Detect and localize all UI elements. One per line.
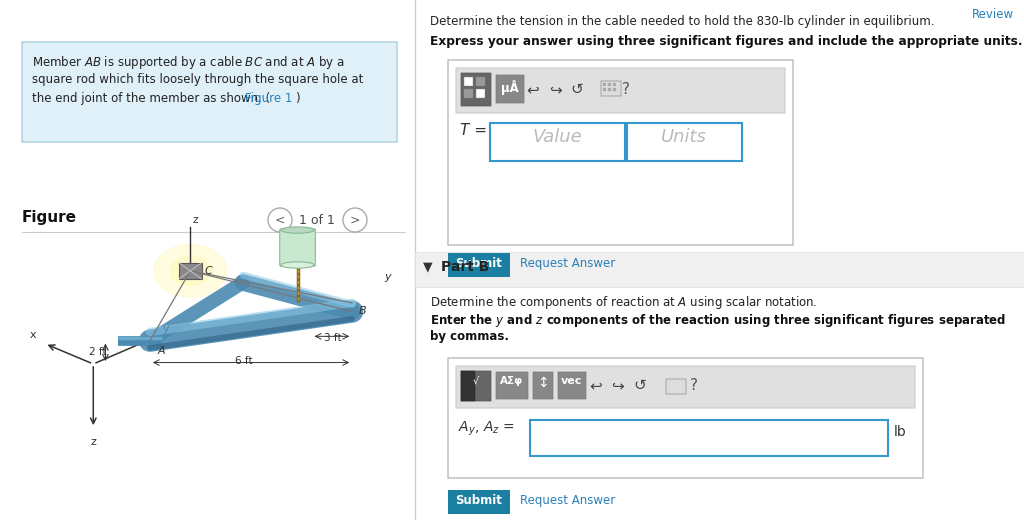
Text: Determine the components of reaction at $A$ using scalar notation.: Determine the components of reaction at … [430, 294, 817, 311]
Text: Figure 1: Figure 1 [245, 92, 293, 105]
Text: square rod which fits loosely through the square hole at: square rod which fits loosely through th… [32, 73, 364, 86]
Text: vec: vec [561, 376, 583, 386]
Text: ↕: ↕ [538, 376, 549, 390]
Text: √: √ [473, 376, 479, 386]
FancyBboxPatch shape [603, 88, 606, 91]
FancyBboxPatch shape [558, 372, 586, 399]
Ellipse shape [281, 262, 314, 268]
Text: Enter the $y$ and $z$ components of the reaction using three significant figures: Enter the $y$ and $z$ components of the … [430, 312, 1006, 329]
FancyBboxPatch shape [280, 229, 315, 266]
Text: ↺: ↺ [570, 82, 584, 97]
Text: Request Answer: Request Answer [520, 494, 615, 507]
FancyBboxPatch shape [601, 81, 621, 96]
Text: y: y [385, 271, 391, 281]
FancyBboxPatch shape [464, 77, 473, 86]
Text: ?: ? [622, 82, 630, 97]
FancyBboxPatch shape [447, 490, 510, 514]
Text: Member $AB$ is supported by a cable $BC$ and at $A$ by a: Member $AB$ is supported by a cable $BC$… [32, 54, 344, 71]
Text: 1 of 1: 1 of 1 [299, 214, 335, 227]
FancyBboxPatch shape [490, 123, 625, 161]
Text: z: z [193, 215, 198, 225]
FancyBboxPatch shape [627, 123, 742, 161]
FancyBboxPatch shape [530, 420, 888, 456]
Text: Figure: Figure [22, 210, 77, 225]
FancyBboxPatch shape [603, 83, 606, 86]
Text: 3 ft: 3 ft [324, 333, 341, 343]
FancyBboxPatch shape [496, 372, 528, 399]
Text: ▼: ▼ [423, 260, 432, 273]
Text: B: B [358, 306, 366, 317]
Text: μÅ: μÅ [501, 80, 519, 95]
Text: ↩: ↩ [526, 82, 540, 97]
Text: 6 ft: 6 ft [234, 356, 253, 366]
Text: Request Answer: Request Answer [520, 257, 615, 270]
Text: by commas.: by commas. [430, 330, 509, 343]
FancyBboxPatch shape [456, 366, 915, 408]
FancyBboxPatch shape [613, 88, 616, 91]
Text: ↺: ↺ [634, 378, 646, 393]
FancyBboxPatch shape [613, 83, 616, 86]
Text: ): ) [295, 92, 300, 105]
FancyBboxPatch shape [476, 77, 485, 86]
Text: Review: Review [972, 8, 1014, 21]
Circle shape [343, 208, 367, 232]
Text: z: z [90, 437, 96, 447]
FancyBboxPatch shape [461, 371, 490, 401]
FancyBboxPatch shape [22, 42, 397, 142]
Text: Submit: Submit [456, 257, 503, 270]
Text: ↪: ↪ [549, 82, 561, 97]
Text: T =: T = [460, 123, 487, 138]
Text: x: x [30, 330, 36, 340]
Text: >: > [350, 214, 360, 227]
Text: 2 ft: 2 ft [89, 347, 106, 357]
Text: lb: lb [894, 425, 906, 439]
FancyBboxPatch shape [456, 68, 785, 113]
FancyBboxPatch shape [461, 371, 475, 401]
Text: C: C [205, 266, 212, 276]
Text: Submit: Submit [456, 494, 503, 507]
FancyBboxPatch shape [447, 358, 923, 478]
Text: Units: Units [662, 128, 707, 146]
Text: A: A [158, 346, 166, 356]
FancyBboxPatch shape [447, 60, 793, 245]
Text: ↩: ↩ [590, 378, 602, 393]
FancyBboxPatch shape [608, 83, 611, 86]
Ellipse shape [281, 227, 314, 233]
FancyBboxPatch shape [464, 89, 473, 98]
Circle shape [268, 208, 292, 232]
Text: Determine the tension in the cable needed to hold the 830-lb cylinder in equilib: Determine the tension in the cable neede… [430, 15, 935, 28]
Circle shape [170, 256, 211, 285]
FancyBboxPatch shape [534, 372, 553, 399]
FancyBboxPatch shape [415, 252, 1024, 287]
Text: Part B: Part B [441, 260, 489, 274]
Text: the end joint of the member as shown. (: the end joint of the member as shown. ( [32, 92, 270, 105]
FancyBboxPatch shape [666, 379, 686, 394]
Text: ↪: ↪ [611, 378, 625, 393]
Text: $A_y$, $A_z$ =: $A_y$, $A_z$ = [458, 420, 515, 438]
FancyBboxPatch shape [476, 89, 485, 98]
Text: y: y [163, 324, 169, 334]
FancyBboxPatch shape [496, 75, 524, 103]
Text: ?: ? [690, 378, 698, 393]
FancyBboxPatch shape [179, 263, 202, 279]
Circle shape [154, 244, 226, 297]
Text: <: < [274, 214, 286, 227]
Text: Value: Value [532, 128, 582, 146]
FancyBboxPatch shape [447, 253, 510, 277]
FancyBboxPatch shape [461, 73, 490, 106]
Text: ΑΣφ: ΑΣφ [501, 376, 523, 386]
FancyBboxPatch shape [608, 88, 611, 91]
Text: Express your answer using three significant figures and include the appropriate : Express your answer using three signific… [430, 35, 1023, 48]
